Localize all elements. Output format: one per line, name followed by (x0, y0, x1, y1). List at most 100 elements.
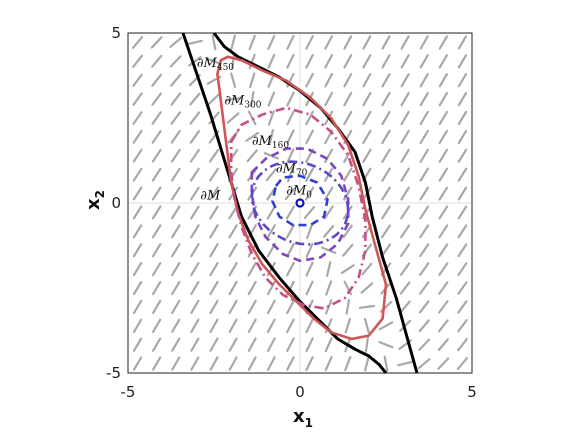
field-arrow (151, 243, 162, 258)
field-arrow (209, 261, 219, 277)
label-main: ∂M (252, 134, 273, 149)
field-arrow (151, 130, 162, 144)
field-arrow (342, 186, 353, 201)
label-dMM0: ∂M0 (286, 184, 312, 201)
field-arrow (358, 304, 375, 309)
field-arrow (151, 205, 162, 220)
field-arrow (457, 186, 468, 201)
field-arrow (438, 148, 449, 163)
field-arrow (419, 148, 429, 163)
field-arrow (266, 337, 276, 352)
field-arrow (457, 319, 468, 333)
field-arrow (305, 35, 314, 50)
x-axis-label-main: x (293, 406, 305, 427)
field-arrow (286, 299, 295, 315)
field-arrow (209, 186, 219, 201)
field-arrow (303, 205, 316, 219)
field-arrow (131, 35, 144, 49)
field-arrow (362, 35, 372, 50)
field-arrow (266, 299, 276, 315)
field-arrow (325, 280, 333, 296)
field-arrow (362, 129, 372, 145)
field-arrow (362, 148, 372, 163)
field-arrow (457, 281, 468, 295)
field-arrow (305, 280, 314, 296)
field-arrow (381, 73, 391, 88)
field-arrow (228, 261, 238, 277)
field-arrow (230, 72, 237, 89)
field-arrow (381, 186, 391, 201)
field-arrow (286, 53, 295, 69)
field-arrow (190, 356, 200, 371)
x-tick-labels: -5 0 5 (121, 383, 477, 401)
field-arrow (286, 110, 295, 126)
field-arrow (209, 356, 219, 371)
field-arrow (248, 34, 256, 51)
field-arrow (247, 299, 257, 315)
field-arrow (419, 205, 430, 220)
field-arrow (400, 73, 410, 88)
label-sub: 300 (244, 100, 261, 110)
field-arrow (438, 54, 448, 69)
field-arrow (438, 186, 449, 201)
field-arrow (419, 54, 429, 69)
field-arrow (457, 167, 468, 182)
field-arrow (150, 36, 163, 49)
field-arrow (247, 110, 257, 126)
curve-dMM160 (250, 147, 350, 263)
field-arrow (324, 91, 334, 107)
field-arrow (419, 110, 429, 126)
field-arrow (189, 111, 201, 125)
label-dMM: ∂M (200, 189, 221, 204)
field-arrow (189, 148, 200, 163)
field-arrow (151, 54, 163, 68)
field-arrow (324, 356, 333, 372)
field-arrow (246, 149, 258, 163)
field-arrow (286, 261, 295, 277)
region-curves (181, 32, 419, 374)
field-arrow (305, 261, 314, 277)
field-arrow (151, 224, 162, 239)
field-arrow (151, 148, 162, 163)
field-arrow (132, 186, 143, 201)
field-arrow (343, 54, 353, 69)
field-arrow (266, 356, 276, 371)
field-arrow (325, 261, 332, 278)
label-sub: 70 (296, 168, 308, 178)
field-arrow (189, 167, 200, 182)
field-arrow (343, 35, 353, 50)
field-arrow (188, 56, 202, 67)
field-arrow (323, 186, 334, 201)
field-arrow (305, 337, 314, 353)
field-arrow (381, 205, 391, 220)
field-arrow (190, 205, 200, 220)
field-arrow (152, 356, 162, 371)
field-arrow (132, 280, 143, 296)
field-arrow (343, 72, 353, 88)
field-arrow (305, 318, 314, 334)
field-arrow (419, 129, 429, 144)
field-arrow (362, 73, 372, 88)
field-arrow (323, 205, 334, 220)
field-arrow (247, 318, 257, 334)
field-arrow (284, 187, 297, 201)
field-arrow (171, 224, 181, 239)
field-arrow (190, 280, 200, 296)
field-arrow (344, 355, 352, 372)
field-arrow (132, 318, 143, 333)
field-arrow (171, 262, 181, 277)
field-arrow (400, 148, 410, 163)
y-tick-label: 0 (111, 194, 121, 212)
curve-dMM (181, 32, 388, 374)
field-arrow (132, 262, 143, 277)
field-arrow (266, 205, 277, 220)
field-arrow (171, 318, 181, 333)
field-arrow (305, 356, 314, 371)
field-arrow (286, 148, 295, 164)
label-dMM450: ∂M450 (197, 56, 234, 73)
field-arrow (151, 299, 162, 315)
field-arrow (211, 34, 217, 51)
field-arrow (457, 91, 468, 107)
field-arrow (438, 300, 449, 314)
